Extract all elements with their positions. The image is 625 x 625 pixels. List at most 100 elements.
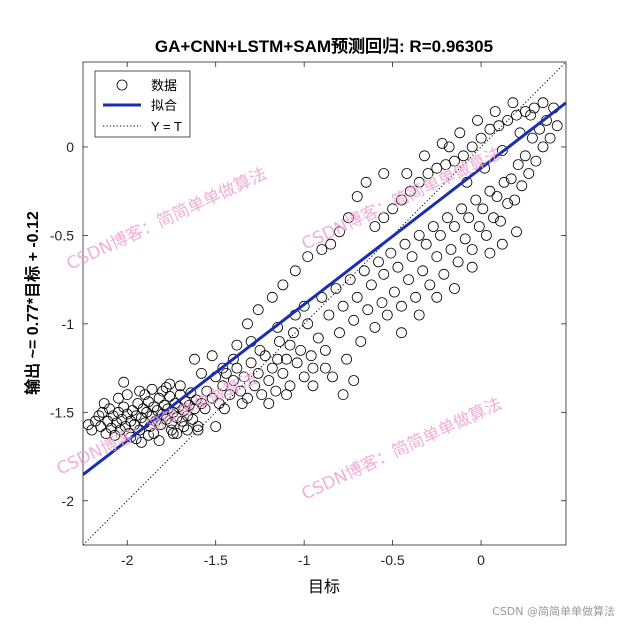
legend-label-identity: Y = T (151, 119, 182, 134)
data-point (171, 428, 183, 439)
data-point (516, 180, 528, 192)
data-point (422, 168, 434, 179)
data-point (507, 97, 519, 109)
data-point (466, 244, 478, 255)
data-point (459, 233, 471, 245)
data-point (196, 398, 207, 409)
data-point (217, 380, 229, 392)
data-point (291, 357, 303, 369)
data-point (443, 141, 455, 153)
data-point (519, 150, 531, 162)
data-point (137, 403, 149, 415)
data-point (502, 115, 514, 126)
data-point (434, 229, 446, 241)
data-point (337, 389, 349, 401)
data-point (249, 380, 261, 392)
data-point (436, 137, 448, 149)
data-point (254, 344, 266, 356)
data-point (496, 145, 508, 156)
data-point (466, 141, 478, 153)
data-point (537, 97, 549, 109)
data-point (365, 279, 377, 291)
data-point (417, 265, 429, 277)
data-point (227, 353, 239, 365)
data-point (273, 336, 285, 347)
data-point (266, 291, 278, 303)
data-point (319, 362, 331, 374)
data-point (199, 403, 211, 415)
data-point (373, 256, 384, 268)
data-point (277, 279, 289, 291)
data-point (424, 279, 436, 291)
data-point (396, 327, 407, 339)
data-point (307, 380, 319, 392)
data-point (153, 392, 165, 404)
data-point (272, 353, 284, 365)
data-point (135, 436, 147, 448)
data-point (511, 226, 522, 238)
data-point (206, 350, 218, 362)
data-point (263, 375, 275, 386)
data-point (388, 286, 400, 298)
data-point (189, 403, 200, 415)
data-point (378, 212, 390, 224)
data-point (181, 424, 193, 436)
data-point (162, 403, 174, 415)
data-point (406, 251, 418, 263)
data-point (277, 367, 289, 379)
data-point (134, 385, 146, 397)
data-point (369, 321, 381, 333)
data-point (206, 392, 218, 404)
data-point (153, 435, 165, 447)
data-point (509, 194, 521, 206)
data-point (392, 261, 404, 273)
data-point (551, 120, 563, 132)
x-tick-label: -0.5 (381, 552, 405, 568)
data-point (381, 309, 393, 321)
data-points (83, 97, 563, 448)
y-tick-label: -1.5 (50, 404, 74, 420)
data-point (302, 251, 314, 263)
data-point (298, 300, 310, 312)
data-point (466, 261, 478, 273)
data-point (493, 120, 505, 132)
y-tick-label: -1 (62, 316, 75, 332)
data-point (312, 332, 324, 344)
data-point (404, 185, 416, 197)
data-point (457, 150, 469, 162)
data-point (227, 375, 239, 386)
data-point (472, 115, 483, 126)
x-axis-label: 目标 (308, 578, 340, 596)
data-point (270, 385, 282, 397)
data-point (302, 318, 314, 330)
data-point (420, 238, 432, 250)
data-point (178, 421, 190, 432)
data-point (488, 212, 499, 224)
data-point (484, 185, 496, 197)
data-point (456, 203, 468, 215)
data-point (93, 410, 105, 422)
data-point (442, 212, 453, 224)
data-point (295, 344, 307, 356)
data-point (146, 383, 158, 395)
data-point (263, 398, 275, 409)
data-point (351, 191, 363, 202)
legend-label-fit: 拟合 (151, 98, 177, 113)
data-point (224, 389, 236, 401)
data-point (160, 413, 172, 425)
data-point (530, 155, 542, 167)
data-point (252, 367, 264, 379)
data-point (358, 265, 370, 277)
data-point (419, 150, 430, 162)
data-point (360, 176, 372, 188)
data-point (192, 421, 204, 432)
data-point (496, 238, 508, 250)
data-point (305, 350, 317, 362)
data-point (378, 168, 390, 179)
data-point (164, 378, 176, 390)
data-point (118, 376, 130, 388)
data-point (334, 327, 345, 339)
data-point (502, 198, 514, 209)
